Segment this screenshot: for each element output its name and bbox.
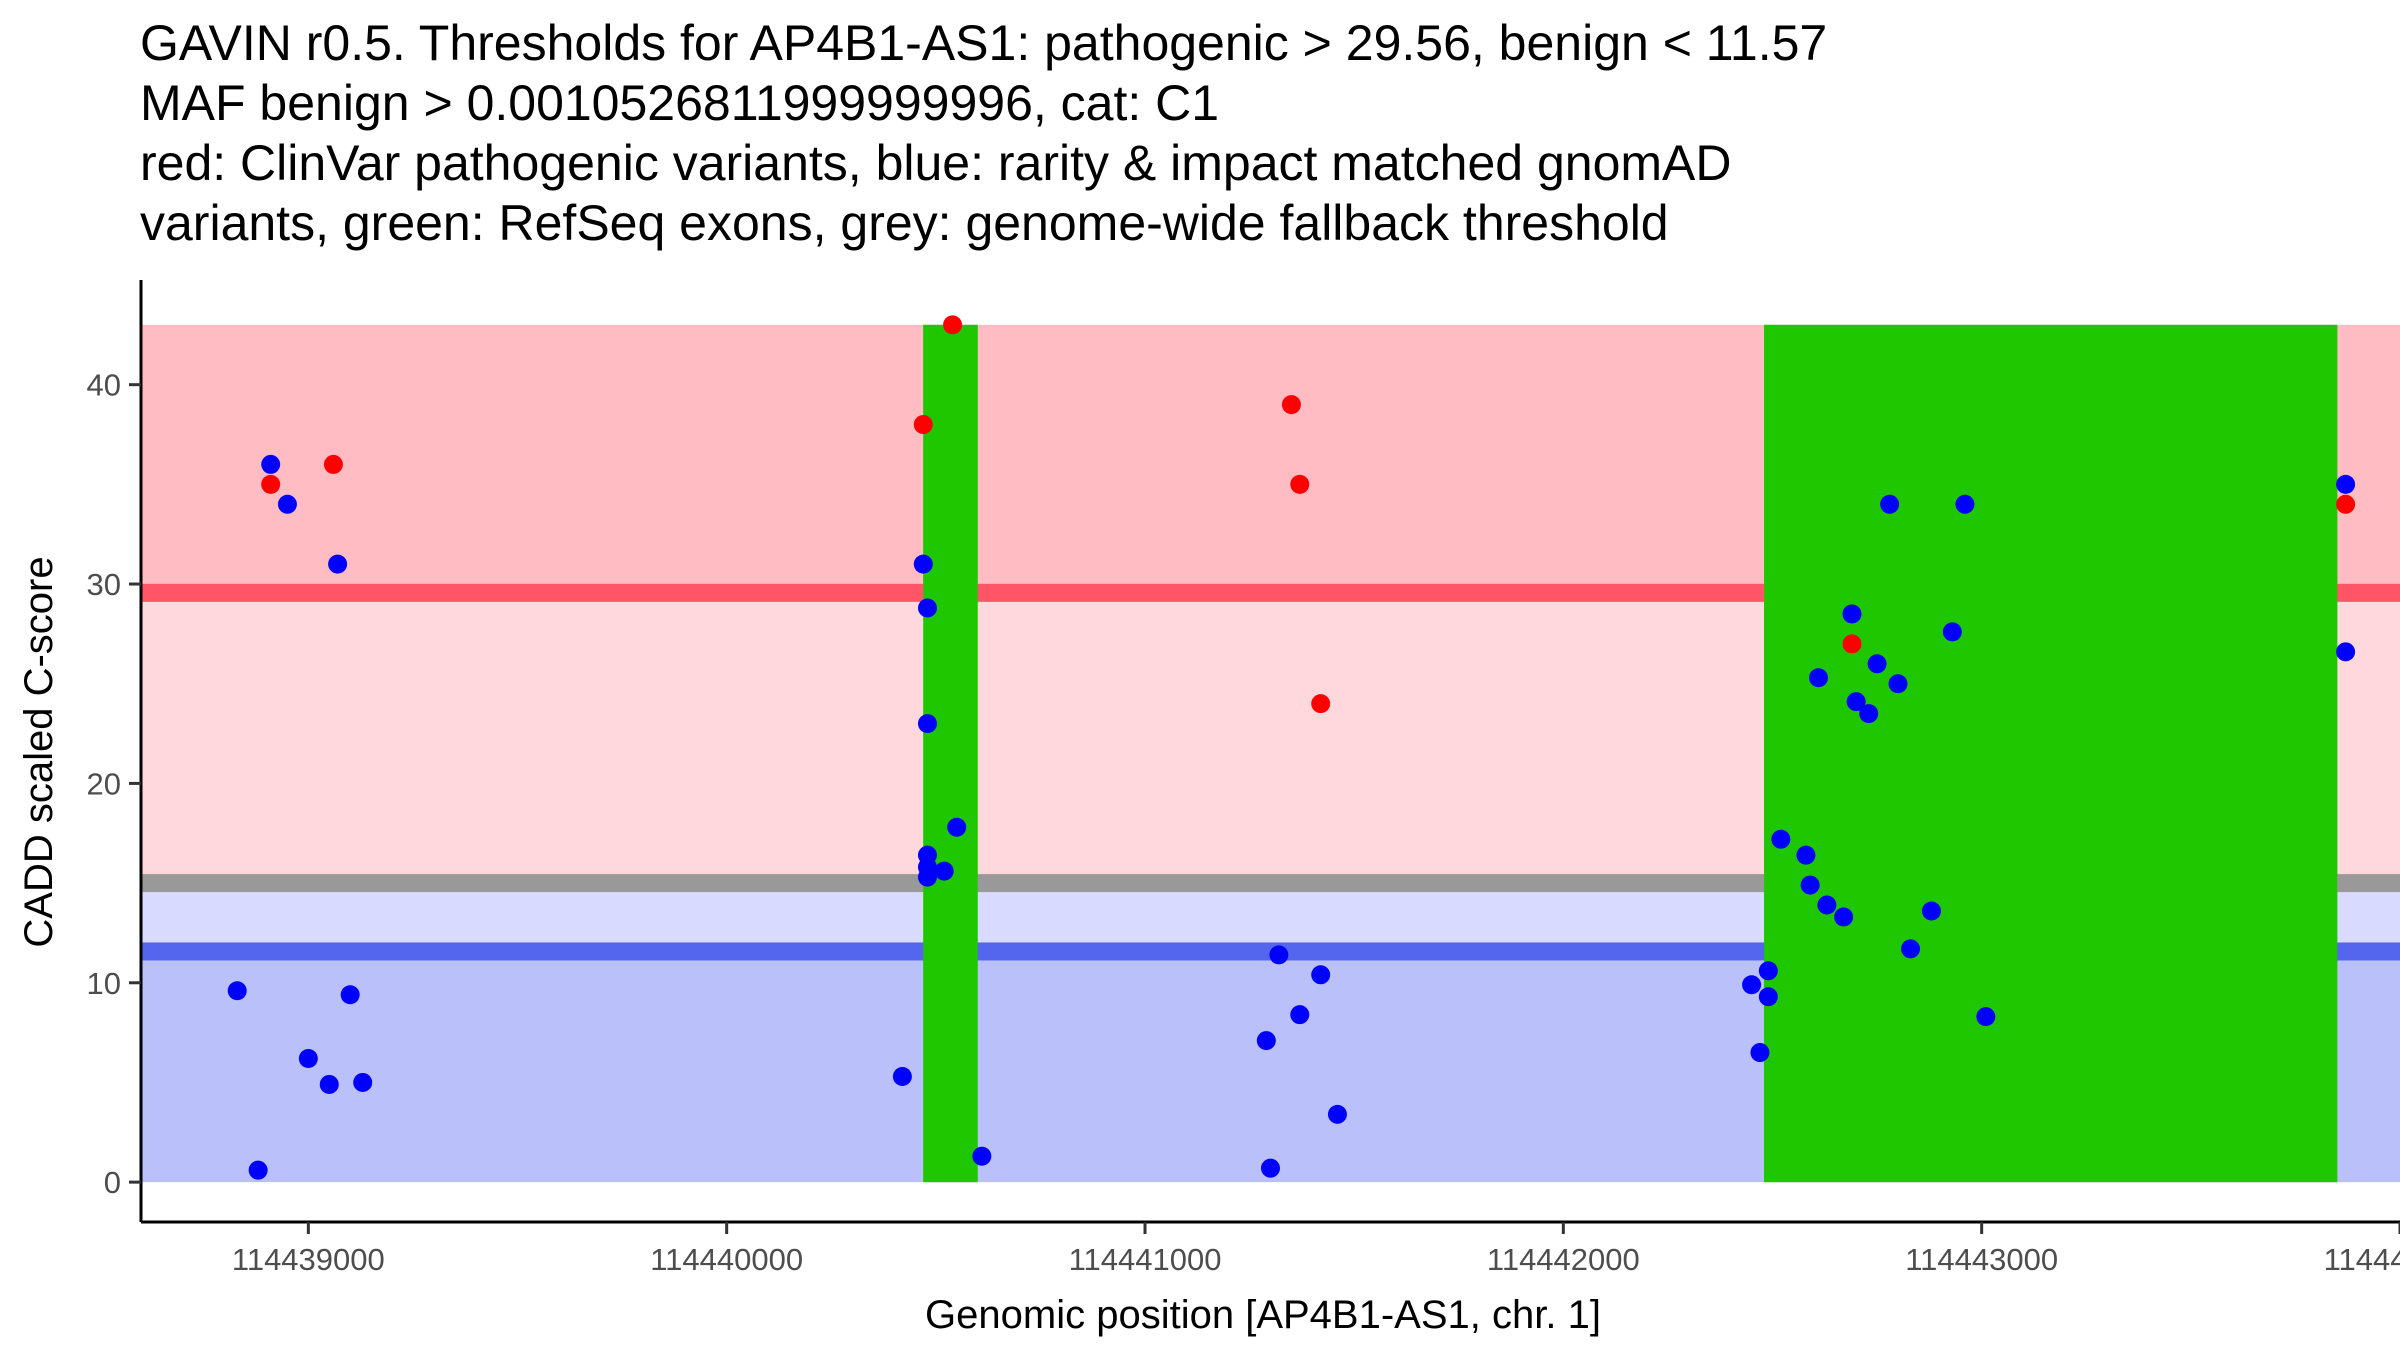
benign-point-11	[917, 598, 937, 618]
benign-point-20	[1269, 945, 1289, 965]
benign-point-34	[1834, 907, 1854, 927]
benign-point-1	[261, 454, 281, 474]
threshold-layer	[141, 324, 2400, 1183]
benign-point-6	[298, 1049, 318, 1069]
benign-point-2	[277, 494, 297, 514]
benign-point-46	[1976, 1007, 1996, 1027]
benign-point-23	[1256, 1031, 1276, 1051]
benign-point-3	[328, 554, 348, 574]
x-tick-label-114441000: 114441000	[1069, 1242, 1222, 1277]
benign-point-8	[340, 985, 360, 1005]
benign-point-38	[1859, 704, 1879, 724]
benign-point-17	[947, 817, 967, 837]
y-tick-label-30: 30	[87, 567, 121, 602]
benign-point-15	[917, 867, 937, 887]
benign-point-12	[917, 714, 937, 734]
exon-overlay-2	[1764, 324, 2338, 1183]
benign-point-28	[1758, 987, 1778, 1007]
benign-point-24	[1261, 1158, 1280, 1178]
benign-point-48	[2336, 642, 2356, 662]
benign-point-42	[1955, 494, 1975, 514]
benign-point-45	[1901, 939, 1921, 959]
benign-point-44	[1921, 901, 1941, 921]
benign-point-27	[1758, 961, 1778, 981]
x-tick-label-114444000: 114444000	[2324, 1242, 2400, 1277]
x-axis-ticks: 114439000 114440000 114441000 114442000 1144…	[232, 1222, 2400, 1277]
benign-point-47	[2336, 474, 2356, 494]
x-tick-label-114440000: 114440000	[650, 1242, 803, 1277]
pathogenic-point-7	[1311, 694, 1331, 714]
x-tick-label-114443000: 114443000	[1905, 1242, 2058, 1277]
title-line-1: GAVIN r0.5. Thresholds for AP4B1-AS1: pa…	[140, 15, 1827, 71]
y-tick-label-0: 0	[104, 1165, 121, 1200]
y-axis-ticks: 0 10 20 30 40	[87, 368, 141, 1200]
benign-point-9	[353, 1072, 373, 1092]
benign-point-43	[1942, 622, 1962, 642]
pathogenic-point-8	[1842, 634, 1862, 654]
x-tick-label-114439000: 114439000	[232, 1242, 385, 1277]
benign-point-41	[1880, 494, 1900, 514]
benign-point-4	[227, 981, 247, 1001]
benign-point-36	[1842, 604, 1862, 624]
benign-point-5	[248, 1160, 268, 1180]
benign-point-19	[972, 1146, 992, 1166]
x-axis-title: Genomic position [AP4B1-AS1, chr. 1]	[925, 1293, 1601, 1337]
chart-title: GAVIN r0.5. Thresholds for AP4B1-AS1: pa…	[140, 15, 1827, 251]
x-tick-label-114442000: 114442000	[1487, 1242, 1640, 1277]
pathogenic-point-6	[1290, 474, 1310, 494]
pathogenic-point-1	[261, 474, 281, 494]
benign-point-33	[1817, 895, 1837, 915]
benign-point-26	[1742, 975, 1762, 995]
y-tick-label-40: 40	[87, 368, 121, 403]
benign-point-29	[1750, 1043, 1770, 1063]
benign-point-22	[1290, 1005, 1310, 1025]
benign-point-31	[1796, 845, 1816, 865]
benign-point-18	[892, 1066, 912, 1086]
benign-point-35	[1809, 668, 1829, 688]
title-line-2: MAF benign > 0.0010526811999999996, cat:…	[140, 75, 1219, 131]
benign-point-37	[1846, 692, 1866, 712]
benign-point-16	[934, 861, 954, 881]
y-tick-label-10: 10	[87, 966, 121, 1001]
exon-overlay-1	[923, 324, 978, 1183]
pathogenic-point-3	[913, 415, 933, 435]
benign-point-40	[1888, 674, 1908, 694]
pathogenic-point-4	[943, 315, 963, 335]
benign-point-7	[319, 1074, 339, 1094]
benign-point-32	[1800, 875, 1820, 895]
y-tick-label-20: 20	[87, 766, 121, 801]
benign-point-25	[1327, 1104, 1347, 1124]
y-axis-title: CADD scaled C-score	[17, 556, 61, 947]
benign-point-21	[1311, 965, 1331, 985]
pathogenic-point-2	[323, 454, 343, 474]
title-line-3: red: ClinVar pathogenic variants, blue: …	[140, 135, 1731, 191]
points-layer	[227, 315, 2356, 1180]
title-line-4: variants, green: RefSeq exons, grey: gen…	[140, 195, 1669, 251]
pathogenic-point-5	[1281, 395, 1301, 415]
benign-point-10	[913, 554, 933, 574]
pathogenic-point-9	[2336, 494, 2356, 514]
benign-point-30	[1771, 829, 1791, 849]
benign-point-39	[1867, 654, 1887, 674]
